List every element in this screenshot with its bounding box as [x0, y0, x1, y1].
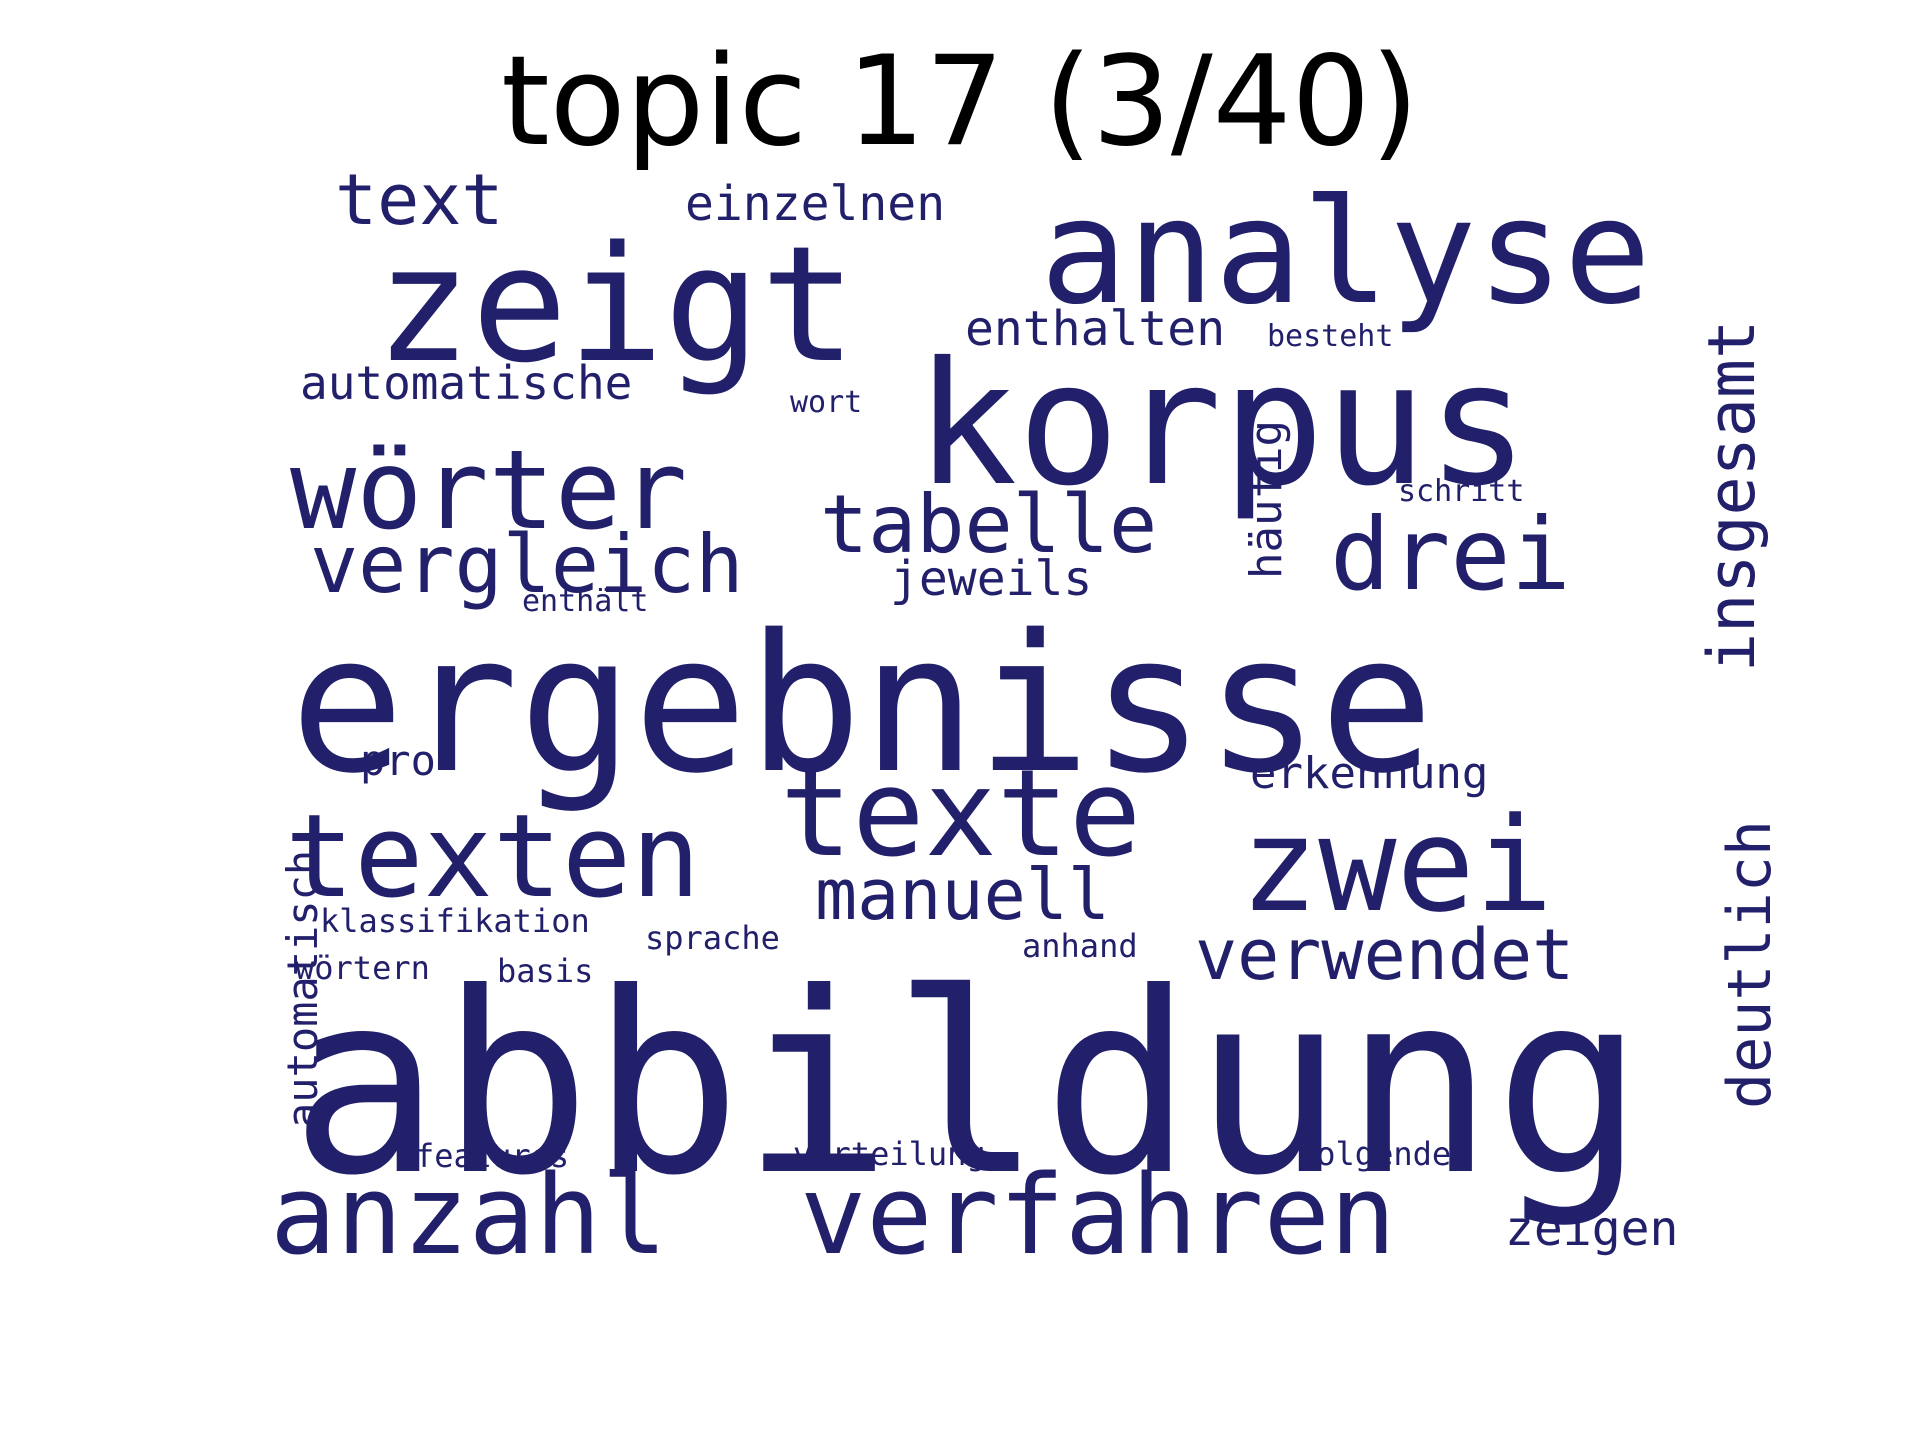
- cloud-word: wörter: [290, 426, 688, 554]
- cloud-word: wörtern: [295, 949, 430, 987]
- cloud-word: verteilung: [793, 1135, 986, 1173]
- cloud-word: zwei: [1240, 789, 1554, 941]
- cloud-word: enthalten: [965, 301, 1226, 357]
- cloud-word: manuell: [815, 854, 1111, 936]
- cloud-word: automatische: [300, 356, 633, 410]
- cloud-word: verwendet: [1195, 914, 1575, 996]
- cloud-word: texten: [285, 790, 701, 924]
- cloud-word: einzelnen: [685, 176, 946, 232]
- cloud-word: tabelle: [820, 478, 1158, 571]
- cloud-word: abbildung: [290, 939, 1645, 1230]
- cloud-word: features: [415, 1137, 570, 1175]
- cloud-word: folgenden: [1297, 1135, 1471, 1173]
- cloud-word: enthält: [522, 584, 649, 619]
- cloud-word: analyse: [1040, 168, 1652, 337]
- cloud-word: jeweils: [890, 551, 1093, 607]
- cloud-word: schritt: [1398, 474, 1525, 509]
- cloud-word: verfahren: [800, 1151, 1397, 1279]
- cloud-word: anzahl: [270, 1151, 668, 1279]
- cloud-word: ergebnisse: [290, 594, 1434, 815]
- cloud-word: automatisch: [278, 849, 327, 1128]
- cloud-word: zeigt: [375, 211, 857, 398]
- cloud-word: anhand: [1022, 927, 1138, 965]
- cloud-word: besteht: [1267, 319, 1394, 354]
- cloud-word: häufig: [1241, 420, 1292, 579]
- cloud-word: wort: [790, 385, 863, 420]
- cloud-word: drei: [1330, 496, 1571, 613]
- cloud-word: sprache: [645, 919, 780, 957]
- cloud-word: pro: [360, 736, 436, 785]
- cloud-word: zeigen: [1505, 1201, 1679, 1257]
- cloud-word: korpus: [915, 326, 1530, 524]
- cloud-word: basis: [497, 952, 594, 990]
- cloud-word: text: [335, 159, 504, 241]
- chart-title: topic 17 (3/40): [501, 30, 1419, 174]
- cloud-word: klassifikation: [320, 902, 590, 940]
- cloud-word: deutlich: [1715, 820, 1785, 1109]
- cloud-word: erkennung: [1250, 748, 1489, 799]
- cloud-word: vergleich: [310, 518, 744, 611]
- cloud-word: insgesamt: [1695, 319, 1770, 672]
- cloud-word: texte: [780, 745, 1142, 884]
